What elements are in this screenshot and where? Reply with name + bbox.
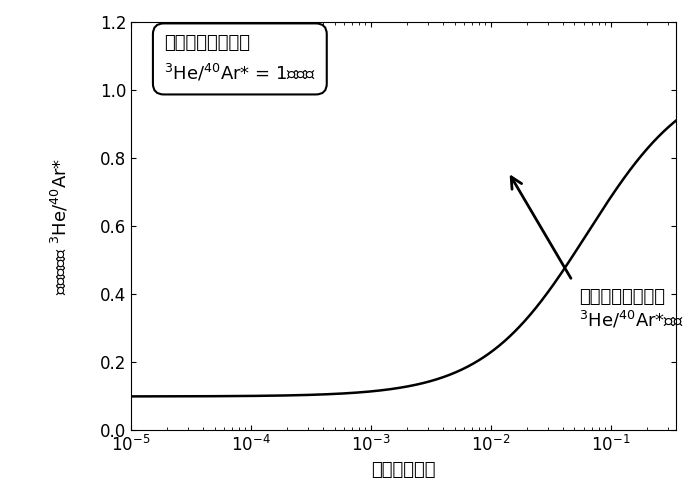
X-axis label: マグマ発泡度: マグマ発泡度 — [371, 461, 435, 479]
Text: マグマガス $^{3}$He/$^{40}$Ar*: マグマガス $^{3}$He/$^{40}$Ar* — [50, 158, 71, 295]
Text: 脱ガス前マグマの
$^{3}$He/$^{40}$Ar* = 1と仮定: 脱ガス前マグマの $^{3}$He/$^{40}$Ar* = 1と仮定 — [164, 34, 316, 83]
Text: 発泡度増加に伴い
$^{3}$He/$^{40}$Ar*上昇: 発泡度増加に伴い $^{3}$He/$^{40}$Ar*上昇 — [580, 288, 685, 330]
